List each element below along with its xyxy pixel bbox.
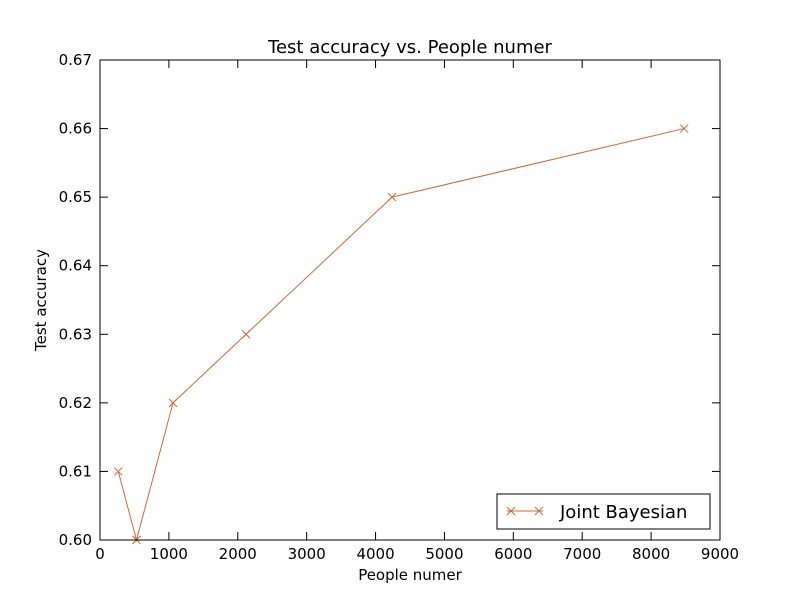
x-tick-label: 4000 (356, 545, 394, 563)
legend-markers (506, 506, 544, 516)
x-tick-label: 5000 (425, 545, 463, 563)
x-tick-label: 7000 (563, 545, 601, 563)
x-axis-label: People numer (358, 566, 462, 584)
data-point-marker (241, 329, 251, 339)
data-point-marker (387, 192, 397, 202)
data-point-marker (168, 398, 178, 408)
y-axis-label: Test accuracy (32, 249, 50, 352)
x-tick-label: 1000 (150, 545, 188, 563)
legend-label: Joint Bayesian (559, 502, 687, 523)
chart-title: Test accuracy vs. People numer (267, 37, 553, 58)
series-layer (113, 124, 689, 545)
legend-marker (506, 506, 516, 516)
x-axis-tick-labels: 0 1000 2000 3000 4000 5000 6000 7000 8000 9000 (95, 545, 739, 563)
y-tick-label: 0.61 (59, 462, 92, 480)
legend-marker (534, 506, 544, 516)
data-point-marker (113, 467, 123, 476)
y-tick-label: 0.67 (59, 51, 92, 69)
x-tick-label: 3000 (288, 545, 326, 563)
series-line (117, 128, 685, 542)
y-axis-tick-labels: 0.60 0.61 0.62 0.63 0.64 0.65 0.66 0.67 (59, 51, 92, 549)
legend: Joint Bayesian (496, 493, 711, 530)
y-tick-label: 0.63 (59, 325, 92, 343)
plot-frame (99, 59, 721, 541)
y-tick-label: 0.64 (59, 257, 92, 275)
axis-ticks (99, 59, 721, 541)
y-tick-label: 0.65 (59, 188, 92, 206)
x-tick-label: 2000 (219, 545, 257, 563)
plot-area (100, 60, 720, 540)
data-point-marker (679, 124, 689, 133)
x-tick-label: 9000 (701, 545, 739, 563)
x-tick-label: 8000 (632, 545, 670, 563)
y-tick-label: 0.66 (59, 120, 92, 138)
x-tick-label: 0 (95, 545, 105, 563)
y-tick-label: 0.62 (59, 394, 92, 412)
x-tick-label: 6000 (494, 545, 532, 563)
y-tick-label: 0.60 (59, 531, 92, 549)
